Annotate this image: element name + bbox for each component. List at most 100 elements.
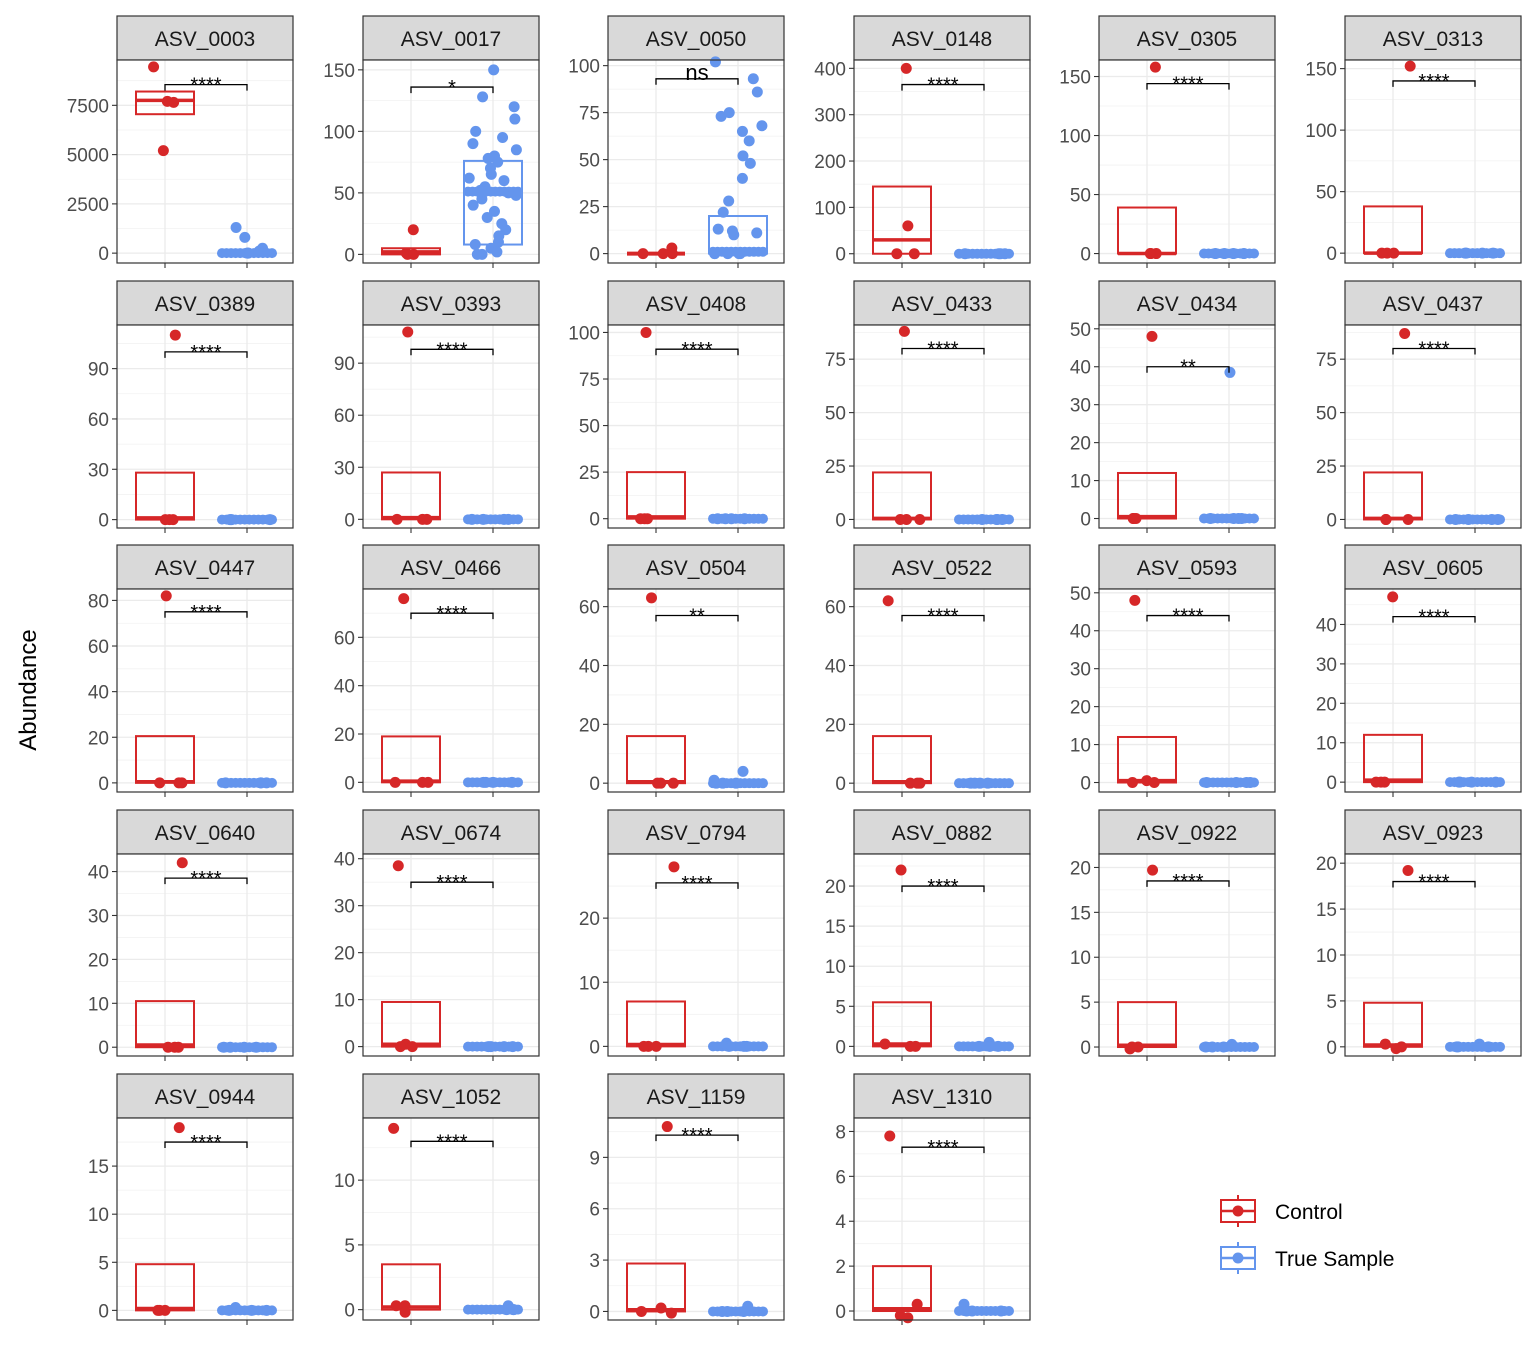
- y-tick-label: 90: [88, 360, 109, 381]
- true-sample-point: [723, 195, 735, 207]
- facet-strip: [607, 280, 785, 326]
- y-tick-label: 0: [1080, 774, 1091, 795]
- y-tick-label: 50: [1070, 186, 1091, 207]
- control-point: [902, 220, 914, 232]
- y-tick-label: 0: [835, 1037, 846, 1058]
- control-point: [898, 325, 910, 337]
- y-tick-label: 40: [825, 656, 846, 677]
- control-point: [1390, 1043, 1402, 1055]
- panel-border: [116, 1117, 294, 1321]
- y-tick-label: 20: [1070, 434, 1091, 455]
- facet-panel-asv_0434: ASV_0434 0 10 20 30 40 50 **: [1070, 280, 1276, 533]
- significance-bracket: [655, 1134, 739, 1142]
- control-point: [422, 776, 434, 788]
- y-tick-label: 20: [579, 715, 600, 736]
- significance-bracket: [655, 614, 739, 622]
- panel-border: [853, 1117, 1031, 1321]
- facet-strip: [607, 544, 785, 590]
- y-tick-label: 20: [1316, 854, 1337, 875]
- y-tick-label: 30: [334, 897, 355, 918]
- control-point: [157, 145, 169, 157]
- control-point: [884, 1130, 896, 1142]
- y-tick-label: 5: [1080, 993, 1091, 1014]
- y-tick-label: 0: [344, 773, 355, 794]
- legend-key: [1220, 1195, 1256, 1227]
- y-tick-label: 60: [88, 410, 109, 431]
- significance-bracket: [164, 1141, 248, 1149]
- significance-label: **: [689, 605, 705, 627]
- panel-background: [608, 1118, 784, 1320]
- significance-label: ****: [1172, 74, 1203, 96]
- y-tick-label: 90: [334, 354, 355, 375]
- significance-bracket: [655, 348, 739, 356]
- significance-bracket: [1146, 82, 1230, 90]
- true-sample-point: [1495, 777, 1505, 788]
- y-tick-label: 60: [579, 598, 600, 619]
- panel-border: [362, 59, 540, 264]
- significance-label: ****: [1418, 339, 1449, 361]
- y-tick-label: 50: [825, 404, 846, 425]
- panel-border: [1098, 324, 1276, 529]
- true-sample-point: [476, 248, 488, 260]
- panel-background: [1345, 589, 1521, 792]
- y-tick-label: 15: [1070, 903, 1091, 924]
- facet-panel-asv_1310: ASV_1310 0 2 4 6 8 ****: [835, 1073, 1031, 1325]
- y-tick-label: 5000: [67, 146, 109, 167]
- true-sample-point: [267, 1042, 277, 1053]
- y-tick-label: 50: [1316, 404, 1337, 425]
- panel-background: [608, 325, 784, 528]
- facet-title: ASV_1159: [647, 1086, 746, 1109]
- y-tick-label: 40: [88, 683, 109, 704]
- significance-label: ****: [190, 602, 221, 624]
- facet-strip: [853, 15, 1031, 61]
- true-sample-point: [758, 1041, 768, 1052]
- control-point: [1380, 513, 1392, 525]
- y-tick-label: 20: [579, 909, 600, 930]
- control-point: [902, 1312, 914, 1324]
- significance-bracket: [901, 1146, 985, 1154]
- true-sample-point: [1249, 513, 1259, 524]
- y-tick-label: 40: [1070, 358, 1091, 379]
- true-sample-point: [513, 1304, 523, 1315]
- y-tick-label: 25: [579, 463, 600, 484]
- true-sample-point: [491, 246, 503, 258]
- control-box: [872, 1001, 932, 1048]
- facet-panel-asv_0922: ASV_0922 0 5 10 15 20 ****: [1070, 809, 1276, 1061]
- y-tick-label: 100: [1059, 127, 1091, 148]
- true-sample-point: [751, 227, 763, 239]
- y-tick-label: 10: [1316, 946, 1337, 967]
- significance-bracket: [410, 612, 494, 620]
- facet-panel-asv_0305: ASV_0305 0 50 100 150 ****: [1059, 15, 1276, 268]
- true-sample-point: [477, 91, 489, 103]
- facet-panel-asv_0148: ASV_0148 0 100 200 300 400 ****: [814, 15, 1031, 268]
- facet-panel-asv_0050: ASV_0050 0 25 50 75 100 ns: [568, 15, 785, 268]
- y-tick-label: 5: [835, 997, 846, 1018]
- control-point: [635, 1305, 647, 1317]
- y-tick-label: 60: [334, 406, 355, 427]
- true-sample-point: [470, 125, 482, 137]
- facet-title: ASV_0003: [155, 28, 255, 51]
- facet-panel-asv_0003: ASV_0003 0 2500 5000 7500 ****: [67, 15, 294, 268]
- y-tick-label: 20: [1070, 698, 1091, 719]
- control-point: [391, 513, 403, 525]
- y-tick-label: 7500: [67, 96, 109, 117]
- y-tick-label: 150: [1305, 60, 1337, 81]
- control-point: [882, 595, 894, 607]
- y-tick-label: 20: [88, 728, 109, 749]
- y-tick-label: 0: [835, 1302, 846, 1323]
- control-point: [148, 61, 160, 73]
- significance-bracket: [1392, 347, 1476, 355]
- facet-strip: [1344, 15, 1522, 61]
- true-sample-point: [747, 73, 759, 85]
- y-tick-label: 400: [814, 59, 846, 80]
- facet-title: ASV_0393: [401, 293, 501, 316]
- facet-strip: [1344, 544, 1522, 590]
- control-point: [891, 248, 903, 260]
- control-point: [167, 514, 179, 526]
- significance-bracket: [655, 882, 739, 889]
- y-tick-label: 8: [835, 1122, 846, 1143]
- panel-background: [854, 854, 1030, 1056]
- control-point: [900, 62, 912, 74]
- facet-panel-asv_0447: ASV_0447 0 20 40 60 80 ****: [88, 544, 294, 797]
- y-tick-label: 0: [589, 1302, 600, 1323]
